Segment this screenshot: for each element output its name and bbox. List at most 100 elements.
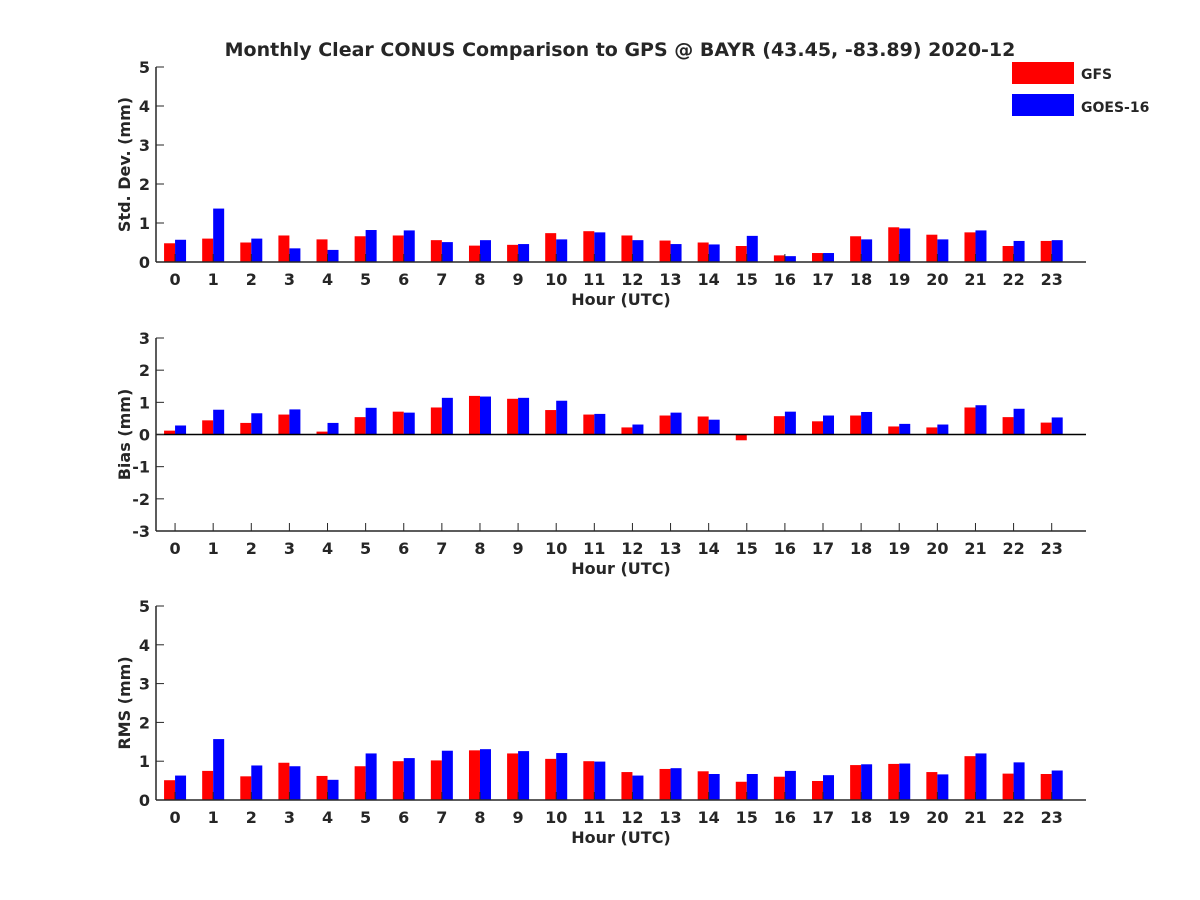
- xtick-label-std-dev-10: 10: [545, 270, 567, 289]
- xtick-label-rms-1: 1: [208, 808, 219, 827]
- xtick-label-bias-22: 22: [1002, 539, 1024, 558]
- xtick-label-std-dev-6: 6: [398, 270, 409, 289]
- xtick-label-bias-18: 18: [850, 539, 872, 558]
- bar-std-dev-gfs-5: [354, 236, 366, 262]
- bar-std-dev-goes16-18: [861, 239, 873, 262]
- bar-bias-gfs-7: [430, 407, 442, 435]
- ytick-label-rms-2: 2: [139, 713, 150, 732]
- xlabel-std-dev: Hour (UTC): [571, 290, 671, 309]
- bar-rms-gfs-2: [240, 776, 252, 800]
- bar-bias-goes16-2: [251, 413, 263, 435]
- xtick-label-std-dev-16: 16: [774, 270, 796, 289]
- bar-rms-goes16-15: [746, 774, 758, 800]
- legend-swatch-goes16: [1012, 94, 1074, 116]
- legend: GFS GOES-16: [1012, 62, 1149, 116]
- bar-rms-gfs-9: [507, 753, 519, 800]
- xtick-label-rms-13: 13: [659, 808, 681, 827]
- bar-std-dev-goes16-11: [594, 232, 606, 262]
- bar-bias-gfs-19: [888, 426, 900, 435]
- bar-bias-gfs-4: [316, 431, 328, 435]
- bar-bias-gfs-18: [850, 415, 862, 435]
- xtick-label-bias-9: 9: [513, 539, 524, 558]
- bar-rms-gfs-22: [1002, 773, 1014, 800]
- ytick-label-std-dev-2: 2: [139, 175, 150, 194]
- xtick-label-bias-20: 20: [926, 539, 948, 558]
- bar-rms-gfs-14: [697, 771, 709, 800]
- bar-std-dev-gfs-20: [926, 234, 938, 262]
- bar-bias-gfs-12: [621, 427, 633, 435]
- bar-std-dev-goes16-23: [1051, 240, 1063, 262]
- bar-bias-gfs-23: [1040, 422, 1052, 435]
- bar-std-dev-goes16-8: [479, 240, 491, 262]
- xtick-label-bias-5: 5: [360, 539, 371, 558]
- bar-std-dev-gfs-1: [202, 238, 214, 262]
- xtick-label-bias-4: 4: [322, 539, 333, 558]
- bar-std-dev-gfs-3: [278, 235, 290, 262]
- bar-std-dev-goes16-12: [632, 240, 644, 262]
- bar-bias-gfs-5: [354, 417, 366, 435]
- bar-bias-gfs-22: [1002, 417, 1014, 435]
- xtick-label-bias-19: 19: [888, 539, 910, 558]
- bar-bias-goes16-14: [708, 419, 720, 435]
- bar-bias-goes16-22: [1013, 408, 1025, 435]
- xtick-label-rms-14: 14: [698, 808, 720, 827]
- bar-rms-goes16-1: [213, 739, 225, 800]
- bar-std-dev-gfs-23: [1040, 240, 1052, 262]
- bar-rms-goes16-14: [708, 774, 720, 800]
- bar-std-dev-gfs-10: [545, 233, 557, 262]
- bar-std-dev-goes16-9: [518, 244, 530, 262]
- bar-rms-goes16-23: [1051, 770, 1063, 800]
- bar-std-dev-goes16-10: [556, 239, 568, 262]
- bar-rms-gfs-13: [659, 768, 671, 800]
- bar-bias-goes16-9: [518, 397, 530, 435]
- ylabel-rms: RMS (mm): [115, 656, 134, 749]
- xtick-label-bias-16: 16: [774, 539, 796, 558]
- xtick-label-bias-6: 6: [398, 539, 409, 558]
- xtick-label-std-dev-9: 9: [513, 270, 524, 289]
- bar-rms-goes16-5: [365, 753, 377, 800]
- xtick-label-bias-3: 3: [284, 539, 295, 558]
- bar-bias-goes16-6: [403, 412, 415, 435]
- xtick-label-rms-23: 23: [1041, 808, 1063, 827]
- xtick-label-std-dev-18: 18: [850, 270, 872, 289]
- bar-std-dev-gfs-22: [1002, 246, 1014, 262]
- xtick-label-rms-12: 12: [621, 808, 643, 827]
- xtick-label-bias-17: 17: [812, 539, 834, 558]
- xtick-label-std-dev-15: 15: [736, 270, 758, 289]
- bar-rms-goes16-12: [632, 775, 644, 800]
- bar-std-dev-goes16-14: [708, 244, 720, 262]
- legend-swatch-gfs: [1012, 62, 1074, 84]
- xtick-label-bias-14: 14: [698, 539, 720, 558]
- xtick-label-rms-20: 20: [926, 808, 948, 827]
- xtick-label-std-dev-21: 21: [964, 270, 986, 289]
- bar-std-dev-gfs-11: [583, 231, 595, 262]
- bar-rms-gfs-3: [278, 762, 290, 800]
- bar-bias-gfs-8: [468, 395, 480, 435]
- xtick-label-rms-4: 4: [322, 808, 333, 827]
- bar-std-dev-goes16-21: [975, 230, 987, 262]
- bar-bias-goes16-19: [899, 423, 911, 435]
- bar-std-dev-goes16-22: [1013, 240, 1025, 262]
- bar-rms-goes16-17: [823, 775, 835, 800]
- bar-rms-goes16-18: [861, 764, 873, 800]
- xtick-label-bias-23: 23: [1041, 539, 1063, 558]
- ytick-label-bias--3: -3: [132, 522, 150, 541]
- bar-bias-gfs-16: [773, 416, 785, 435]
- bar-bias-goes16-17: [823, 415, 835, 435]
- bar-std-dev-gfs-14: [697, 242, 709, 262]
- bar-rms-goes16-10: [556, 753, 568, 800]
- bar-rms-goes16-11: [594, 761, 606, 800]
- xtick-label-bias-8: 8: [474, 539, 485, 558]
- bar-std-dev-gfs-21: [964, 232, 976, 262]
- bar-rms-goes16-16: [784, 770, 796, 800]
- xtick-label-bias-2: 2: [246, 539, 257, 558]
- bar-rms-gfs-15: [735, 781, 747, 800]
- legend-label-gfs: GFS: [1081, 67, 1112, 83]
- bar-bias-goes16-20: [937, 424, 949, 435]
- bar-std-dev-gfs-16: [773, 255, 785, 262]
- bar-rms-goes16-7: [441, 750, 453, 800]
- xtick-label-std-dev-23: 23: [1041, 270, 1063, 289]
- xtick-label-rms-9: 9: [513, 808, 524, 827]
- bar-bias-goes16-1: [213, 409, 225, 435]
- bar-bias-gfs-2: [240, 422, 252, 435]
